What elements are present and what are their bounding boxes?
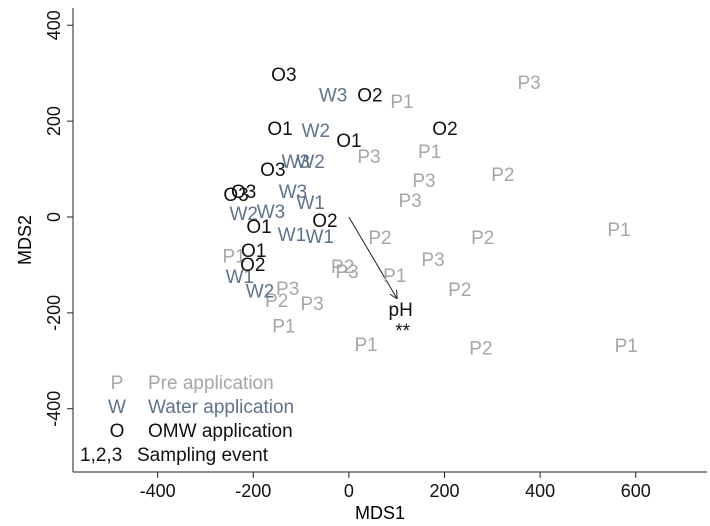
point-label: P1 [223, 246, 246, 267]
point-label: P1 [607, 220, 630, 241]
point-label: W2 [246, 281, 275, 302]
point-label: P2 [448, 280, 471, 301]
point-label: W3 [257, 202, 286, 223]
point-label: O3 [271, 65, 296, 86]
legend-label: Water application [148, 397, 294, 418]
point-label: P3 [335, 262, 358, 283]
point-label: O2 [240, 255, 265, 276]
point-label: W1 [226, 267, 255, 288]
point-label: P3 [421, 250, 444, 271]
point-label: P2 [469, 338, 492, 359]
point-label: O2 [432, 119, 457, 140]
point-label: W2 [229, 204, 258, 225]
point-label: O3 [223, 185, 248, 206]
x-tick-label: -400 [140, 481, 176, 501]
legend-code: O [110, 421, 125, 442]
x-tick-label: 0 [344, 481, 354, 501]
point-label: W1 [278, 225, 307, 246]
y-tick-label: -200 [44, 295, 64, 331]
point-label: W3 [319, 86, 348, 107]
legend-label: OMW application [148, 421, 293, 442]
x-tick-label: 400 [525, 481, 555, 501]
point-label: P3 [300, 294, 323, 315]
point-label: P1 [272, 316, 295, 337]
legend-code: P [111, 373, 124, 394]
point-label: P1 [383, 266, 406, 287]
point-label: P2 [368, 228, 391, 249]
vector-label: pH [389, 300, 413, 321]
point-label: P2 [491, 165, 514, 186]
y-tick-label: 0 [44, 212, 64, 222]
point-label: P3 [518, 73, 541, 94]
point-label: O3 [260, 160, 285, 181]
vector-arrow [348, 216, 397, 298]
point-label: P1 [615, 336, 638, 357]
point-label: O2 [312, 211, 337, 232]
legend-code: 1,2,3 [80, 445, 122, 466]
point-label: P3 [412, 171, 435, 192]
point-label: P1 [354, 335, 377, 356]
x-tick-label: 200 [429, 481, 459, 501]
point-label: P3 [398, 191, 421, 212]
point-label: P1 [390, 92, 413, 113]
legend-code: W [108, 397, 126, 418]
point-label: O1 [336, 131, 361, 152]
point-label: W1 [305, 227, 334, 248]
y-axis-label: MDS2 [15, 215, 35, 265]
x-axis-label: MDS1 [355, 503, 405, 523]
point-label: W3 [279, 182, 308, 203]
point-label: P2 [265, 291, 288, 312]
point-label: O2 [357, 86, 382, 107]
point-label: W3 [282, 152, 311, 173]
point-label: P1 [418, 142, 441, 163]
point-label: O1 [241, 241, 266, 262]
point-label: P2 [471, 228, 494, 249]
point-label: O1 [267, 119, 292, 140]
x-tick-label: 600 [621, 481, 651, 501]
point-label: W2 [296, 152, 325, 173]
x-tick-label: -200 [235, 481, 271, 501]
point-label: O1 [246, 217, 271, 238]
point-label: O3 [231, 182, 256, 203]
point-label: W2 [302, 121, 331, 142]
point-label: W1 [296, 193, 325, 214]
y-tick-label: 200 [44, 106, 64, 136]
legend-label: Sampling event [137, 445, 269, 466]
point-label: P2 [331, 257, 354, 278]
y-tick-label: -400 [44, 391, 64, 427]
legend-label: Pre application [148, 373, 274, 394]
point-label: P3 [357, 147, 380, 168]
point-label: P3 [276, 279, 299, 300]
y-tick-label: 400 [44, 10, 64, 40]
vector-significance: ** [395, 321, 410, 342]
